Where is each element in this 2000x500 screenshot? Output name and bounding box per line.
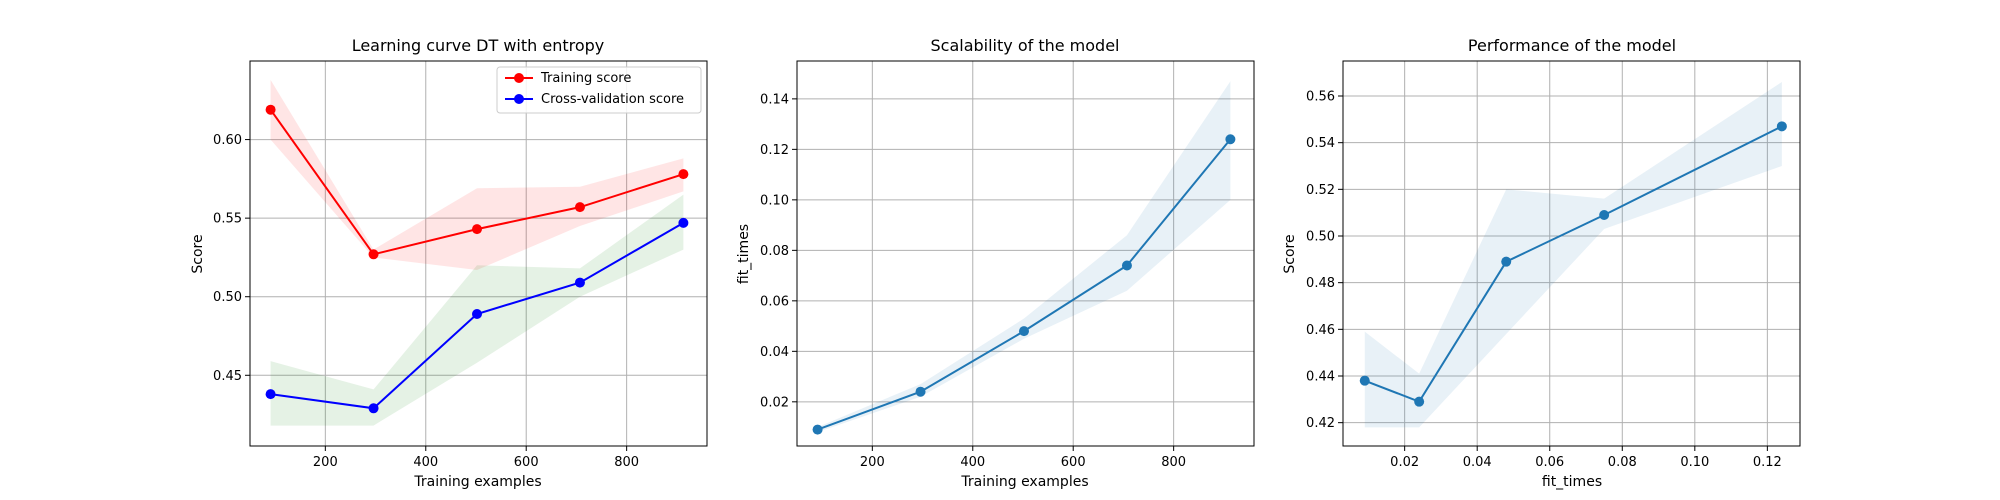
- learning-curve-ytick-label: 0.45: [213, 369, 242, 384]
- scalability-panel: 200 400 600 800 0.02 0.04 0.06 0.08 0.10 0.12 0.14…: [736, 36, 1255, 490]
- scalability-band-0: [817, 81, 1231, 433]
- scalability-ylabel: fit_times: [736, 224, 752, 284]
- scalability-data-point: [1018, 326, 1029, 337]
- legend-marker-cross-validation: [514, 94, 524, 104]
- performance-xtick-label: 0.12: [1753, 455, 1782, 470]
- learning-curve-xlabel: Training examples: [413, 474, 541, 490]
- learning-curve-data-point: [574, 202, 585, 213]
- scalability-ytick-label: 0.12: [760, 143, 789, 158]
- performance-ylabel: Score: [1282, 234, 1298, 273]
- scalability-xtick-label: 400: [960, 455, 985, 470]
- learning-curve-xtick-label: 200: [313, 455, 338, 470]
- performance-title: Performance of the model: [1468, 36, 1676, 55]
- scalability-xtick-label: 200: [860, 455, 885, 470]
- performance-ytick-label: 0.52: [1306, 183, 1335, 198]
- performance-xtick-label: 0.08: [1608, 455, 1637, 470]
- performance-ytick-label: 0.48: [1306, 276, 1335, 291]
- learning-curve-data-point: [678, 217, 689, 228]
- performance-ytick-label: 0.46: [1306, 323, 1335, 338]
- learning-curve-xtick-label: 800: [614, 455, 639, 470]
- performance-data-point: [1359, 375, 1370, 386]
- learning-curve-ylabel: Score: [190, 234, 206, 273]
- scalability-xlabel: Training examples: [960, 474, 1088, 490]
- learning-curve-ytick-label: 0.50: [213, 290, 242, 305]
- scalability-xtick-label: 800: [1161, 455, 1186, 470]
- learning-curve-data-point: [265, 389, 276, 400]
- scalability-data-point: [812, 424, 823, 435]
- performance-band-0: [1364, 82, 1782, 428]
- performance-panel: 0.02 0.04 0.06 0.08 0.10 0.12 0.42 0.44 0.46 0.48…: [1282, 36, 1801, 490]
- learning-curve-data-point: [368, 403, 379, 414]
- performance-xlabel: fit_times: [1542, 474, 1602, 490]
- performance-data-point: [1414, 396, 1425, 407]
- scalability-ytick-label: 0.06: [760, 294, 789, 309]
- performance-xtick-label: 0.02: [1390, 455, 1419, 470]
- learning-curve-axes-frame: [249, 60, 708, 447]
- learning-curve-data-point: [574, 277, 585, 288]
- legend-label-cross-validation: Cross-validation score: [541, 92, 684, 107]
- learning-curve-data-point: [471, 224, 482, 235]
- learning-curve-band-0: [270, 79, 684, 270]
- scalability-ytick-label: 0.14: [760, 92, 789, 107]
- learning-curve-xtick-label: 400: [413, 455, 438, 470]
- scalability-xtick-label: 600: [1061, 455, 1086, 470]
- legend-label-training: Training score: [540, 71, 631, 86]
- scalability-data-point: [915, 386, 926, 397]
- performance-data-point: [1599, 210, 1610, 220]
- learning-curve-xtick-label: 600: [514, 455, 539, 470]
- legend-marker-training: [514, 73, 524, 83]
- performance-data-point: [1501, 256, 1512, 267]
- performance-data-point: [1776, 121, 1787, 132]
- scalability-ytick-label: 0.10: [760, 193, 789, 208]
- learning-curve-data-point: [368, 249, 379, 260]
- scalability-ytick-label: 0.08: [760, 244, 789, 259]
- performance-axes-frame: [1342, 60, 1801, 447]
- learning-curve-ytick-label: 0.60: [213, 133, 242, 148]
- learning-curve-data-point: [265, 104, 276, 115]
- performance-ytick-label: 0.54: [1306, 136, 1335, 151]
- performance-xtick-label: 0.04: [1463, 455, 1492, 470]
- performance-ytick-label: 0.42: [1306, 416, 1335, 431]
- scalability-axes-frame: [796, 60, 1255, 447]
- learning-curve-panel: 200 400 600 800 0.45 0.50 0.55 0.60 Learning cu…: [190, 36, 708, 490]
- learning-curve-legend: Training score Cross-validation score: [496, 66, 702, 114]
- learning-curve-ytick-label: 0.55: [213, 212, 242, 227]
- scalability-data-point: [1121, 260, 1132, 271]
- scalability-data-point: [1225, 134, 1236, 145]
- performance-xtick-label: 0.06: [1535, 455, 1564, 470]
- performance-ytick-label: 0.44: [1306, 370, 1335, 385]
- scalability-ytick-label: 0.02: [760, 395, 789, 410]
- scalability-ytick-label: 0.04: [760, 345, 789, 360]
- performance-ytick-label: 0.50: [1306, 230, 1335, 245]
- performance-xtick-label: 0.10: [1680, 455, 1709, 470]
- learning-curve-title: Learning curve DT with entropy: [352, 36, 605, 55]
- learning-curve-data-point: [678, 169, 689, 180]
- performance-ytick-label: 0.56: [1306, 90, 1335, 105]
- learning-curve-data-point: [471, 309, 482, 319]
- scalability-title: Scalability of the model: [931, 36, 1120, 55]
